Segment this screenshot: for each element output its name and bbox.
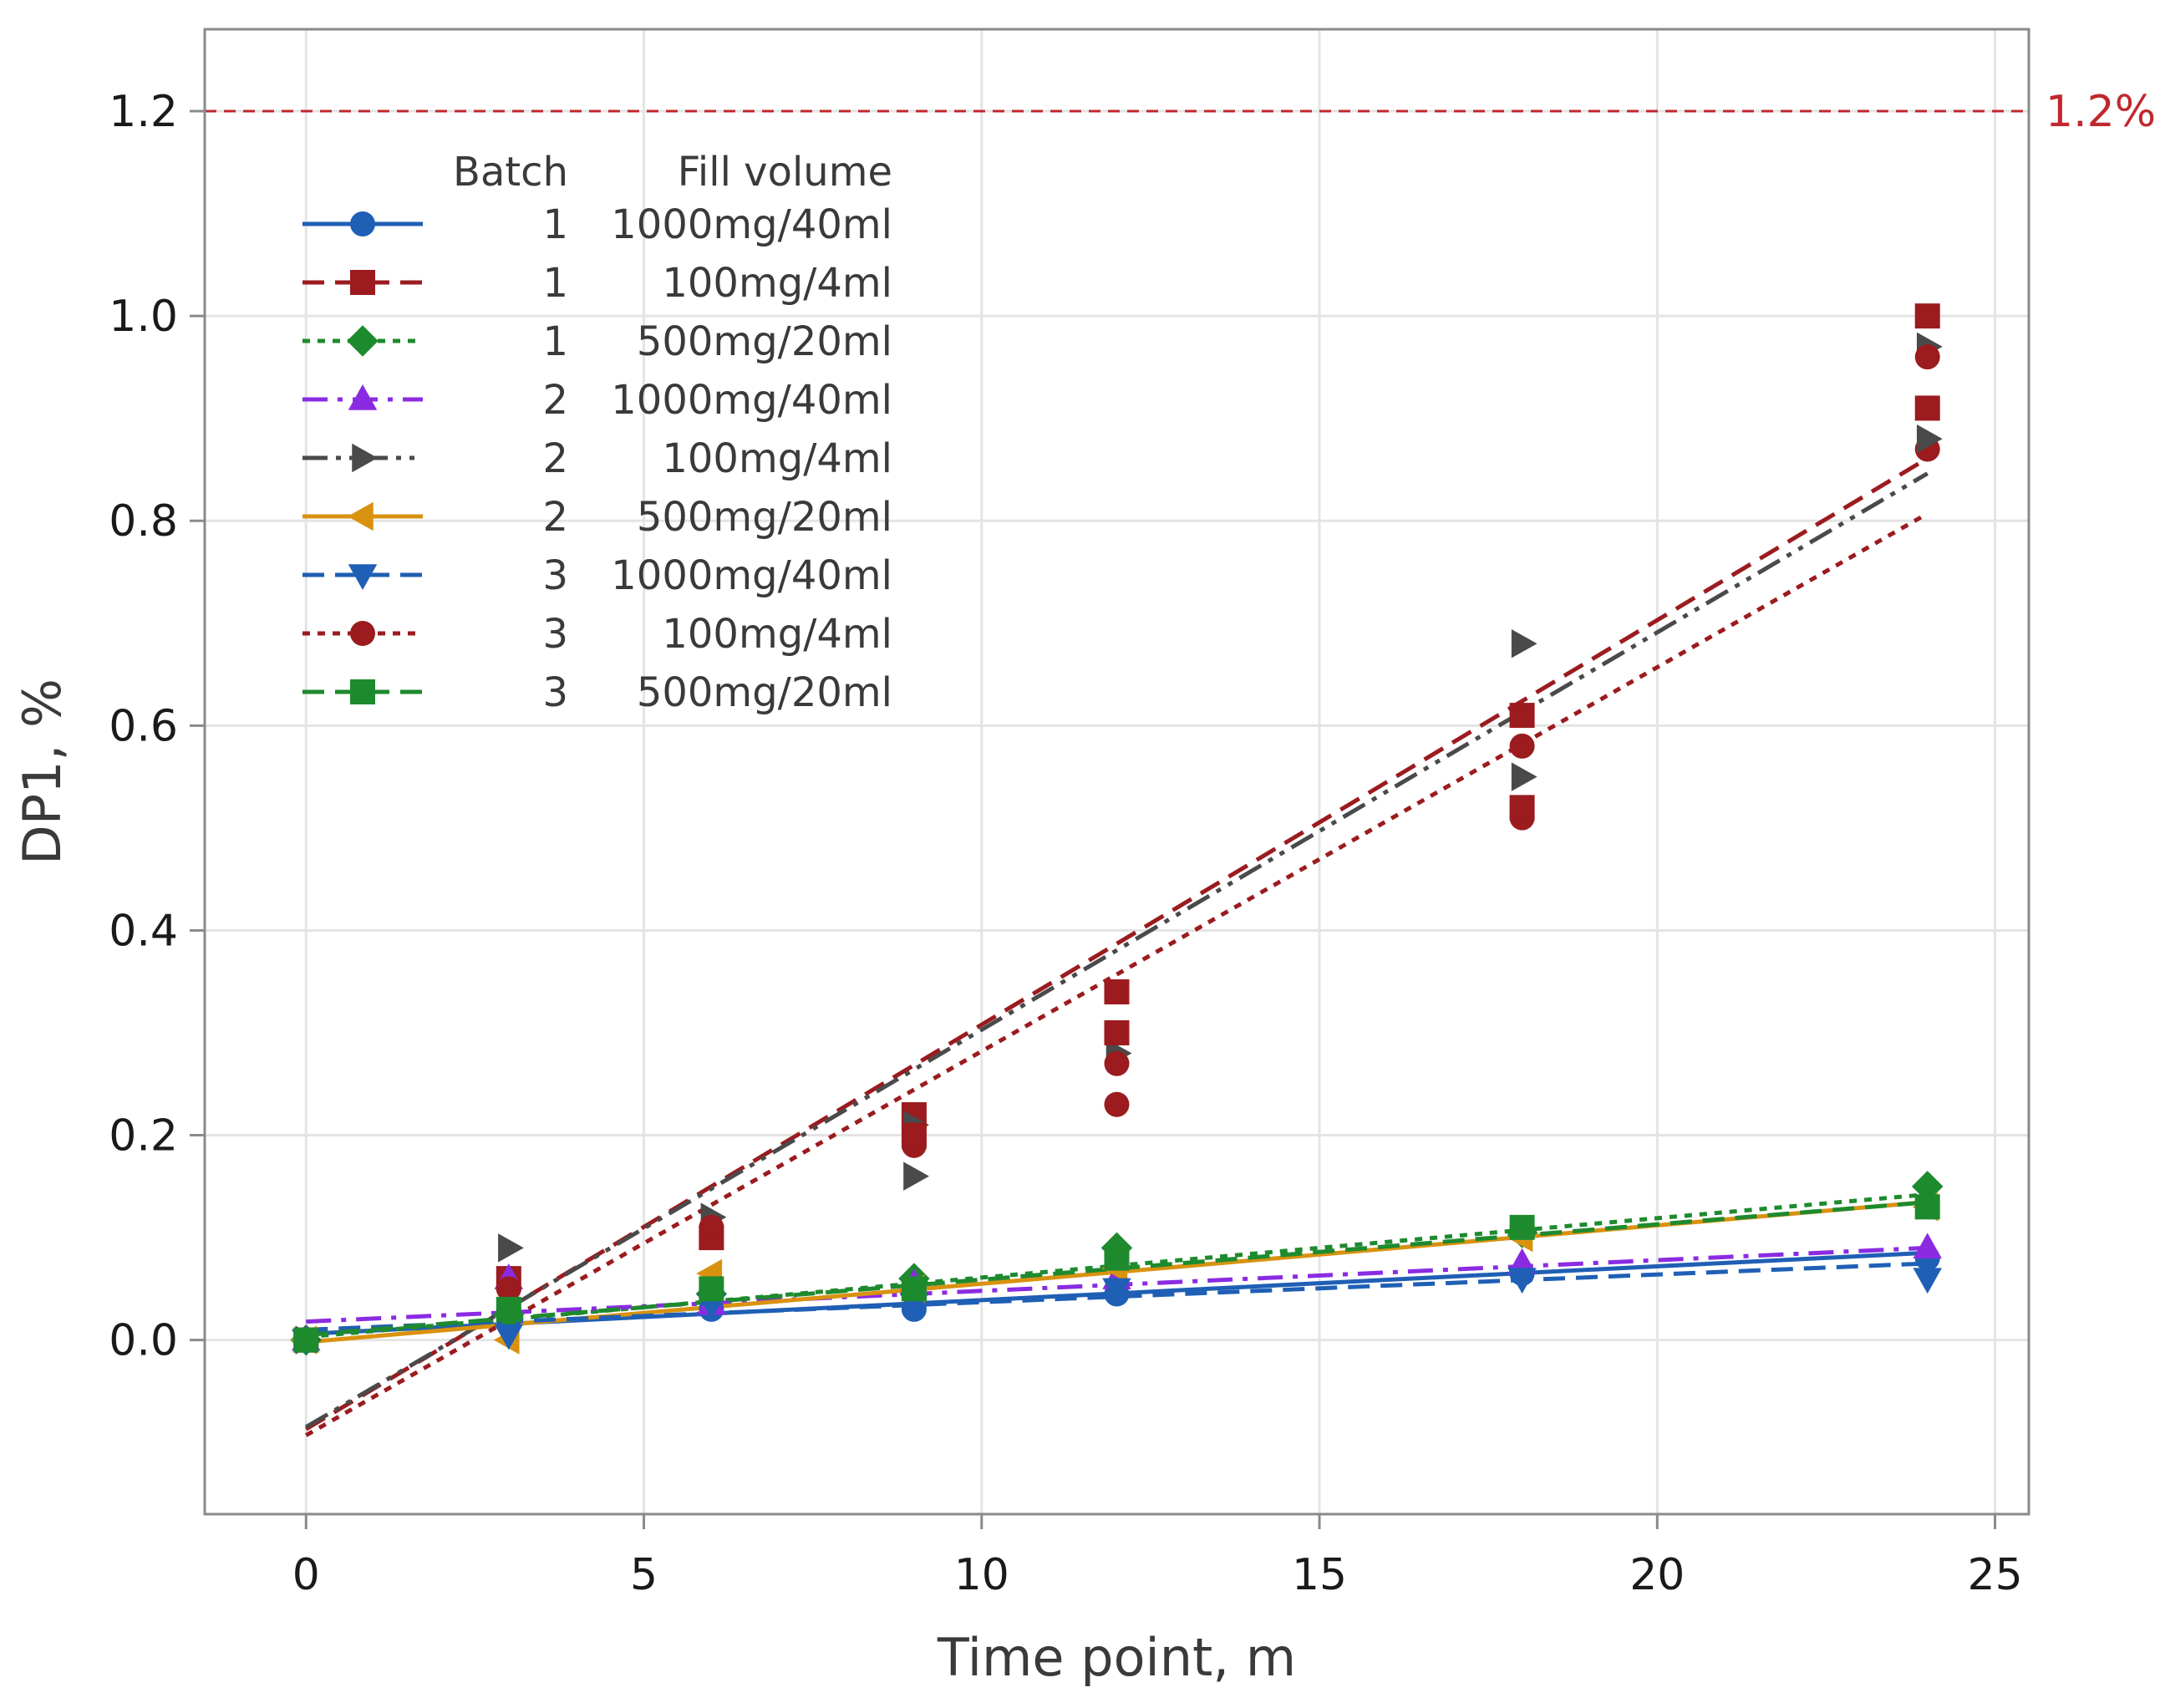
x-tick-label: 25 [1967, 1550, 2022, 1600]
data-point-series-9 [1914, 1194, 1940, 1220]
data-point-series-2 [1104, 979, 1130, 1004]
y-tick-label: 0.8 [109, 496, 178, 546]
legend-marker-triangle-up [348, 384, 378, 410]
legend-marker-triangle-right [352, 443, 378, 473]
legend-header-batch: Batch [453, 149, 568, 196]
legend-batch: 2 [542, 377, 568, 424]
y-tick-label: 1.0 [109, 292, 178, 342]
data-point-series-2 [1104, 1020, 1130, 1046]
legend-batch: 1 [542, 201, 568, 248]
plot-frame [203, 28, 2030, 1516]
data-point-series-7 [1507, 1268, 1537, 1294]
legend-fill-volume: 100mg/4ml [662, 260, 892, 307]
data-point-series-8 [1914, 344, 1940, 370]
data-point-series-2 [1509, 703, 1535, 729]
legend-fill-volume: 100mg/4ml [662, 435, 892, 482]
legend-batch: 3 [542, 611, 568, 658]
legend-marker-square [350, 270, 375, 295]
legend-item: 3 500mg/20ml [302, 669, 892, 716]
data-point-series-8 [1509, 733, 1535, 759]
y-tick-label: 0.6 [109, 701, 178, 751]
data-point-series-7 [1913, 1268, 1942, 1294]
x-axis-ticks: 0 5 10 15 20 25 [292, 1514, 2023, 1600]
data-point-series-2 [901, 1122, 927, 1148]
legend-fill-volume: 500mg/20ml [637, 669, 892, 716]
legend-fill-volume: 500mg/20ml [637, 494, 892, 541]
fit-line-series-5 [305, 471, 1929, 1429]
legend-batch: 2 [542, 494, 568, 541]
y-axis-title: DP1, % [12, 679, 73, 865]
reference-line-group: 1.2% [205, 87, 2156, 137]
data-point-series-8 [699, 1214, 724, 1240]
x-tick-label: 0 [292, 1550, 320, 1600]
data-point-series-2 [1914, 303, 1940, 329]
data-point-series-9 [699, 1276, 724, 1302]
data-point-series-5 [1916, 424, 1943, 454]
legend-fill-volume: 1000mg/40ml [611, 201, 892, 248]
fit-line-series-9 [306, 1200, 1928, 1338]
data-point-series-4 [1913, 1233, 1942, 1259]
legend-batch: 3 [542, 669, 568, 716]
y-tick-label: 0.4 [109, 906, 178, 956]
y-axis-ticks: 0.0 0.2 0.4 0.6 0.8 1.0 1.2 [109, 87, 205, 1366]
x-tick-label: 5 [630, 1550, 658, 1600]
legend-marker-circle [350, 621, 375, 646]
data-point-series-5 [1511, 762, 1537, 791]
data-point-series-9 [496, 1296, 521, 1322]
legend-marker-diamond [347, 325, 379, 357]
legend-batch: 3 [542, 552, 568, 599]
x-tick-label: 20 [1629, 1550, 1685, 1600]
legend-item: 3 1000mg/40ml [302, 552, 892, 599]
data-point-series-8 [1104, 1050, 1130, 1076]
data-point-series-8 [1104, 1091, 1130, 1117]
legend-marker-square [350, 679, 375, 704]
data-point-series-2 [1509, 795, 1535, 821]
legend-batch: 2 [542, 435, 568, 482]
legend-marker-triangle-down [348, 564, 378, 590]
x-tick-label: 15 [1292, 1550, 1347, 1600]
legend-fill-volume: 500mg/20ml [637, 318, 892, 365]
legend-fill-volume: 100mg/4ml [662, 611, 892, 658]
data-point-series-7 [1102, 1278, 1131, 1304]
reference-line-label: 1.2% [2046, 87, 2156, 137]
legend-batch: 1 [542, 318, 568, 365]
legend-header-fill-volume: Fill volume [678, 149, 892, 196]
y-tick-label: 1.2 [109, 87, 178, 137]
data-point-series-8 [496, 1276, 521, 1302]
legend-fill-volume: 1000mg/40ml [611, 552, 892, 599]
data-points [290, 303, 1944, 1356]
data-point-series-9 [1104, 1245, 1130, 1271]
legend-item: 3 100mg/4ml [302, 611, 892, 658]
legend-marker-triangle-left [348, 501, 374, 531]
data-point-series-9 [1509, 1214, 1535, 1240]
data-point-series-9 [293, 1327, 319, 1353]
data-point-series-5 [1511, 629, 1537, 658]
legend-marker-circle [350, 211, 375, 236]
data-point-series-5 [903, 1162, 929, 1191]
legend-item: 1 500mg/20ml [302, 318, 892, 365]
legend-item: 1 100mg/4ml [302, 260, 892, 307]
y-tick-label: 0.2 [109, 1111, 178, 1162]
y-tick-label: 0.0 [109, 1316, 178, 1366]
legend-item: 1 1000mg/40ml [302, 201, 892, 248]
data-point-series-7 [494, 1324, 524, 1350]
legend-fill-volume: 1000mg/40ml [611, 377, 892, 424]
data-point-series-5 [498, 1233, 524, 1263]
data-point-series-4 [1507, 1248, 1537, 1274]
x-axis-title: Time point, m [937, 1627, 1296, 1688]
data-point-series-9 [901, 1276, 927, 1302]
x-tick-label: 10 [954, 1550, 1009, 1600]
fit-line-series-8 [305, 511, 1929, 1437]
fit-line-series-7 [306, 1261, 1928, 1332]
data-point-series-2 [1914, 395, 1940, 421]
legend-item: 2 100mg/4ml [302, 435, 892, 482]
legend-item: 2 1000mg/40ml [302, 377, 892, 424]
legend-batch: 1 [542, 260, 568, 307]
legend: Batch Fill volume 1 1000mg/40ml 1 100mg/4ml… [302, 149, 892, 716]
legend-item: 2 500mg/20ml [302, 494, 892, 541]
